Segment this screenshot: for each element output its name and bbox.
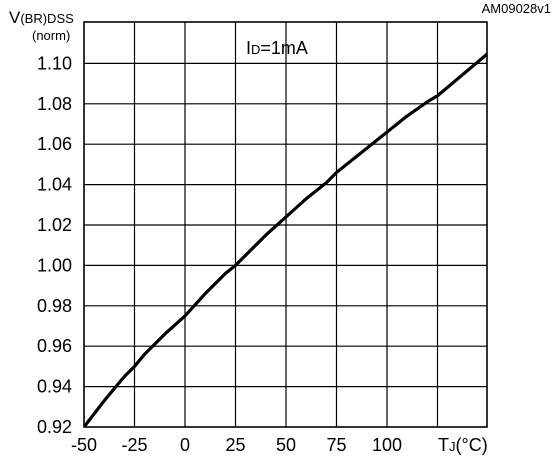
condition-rest: =1mA: [260, 38, 308, 58]
condition-annotation: ID=1mA: [246, 38, 308, 58]
x-tick-label: -25: [121, 435, 147, 455]
x-tick-label: 25: [225, 435, 245, 455]
x-axis-title: TJ(°C): [438, 435, 488, 455]
y-tick-label: 0.98: [37, 296, 72, 316]
series-line: [84, 52, 487, 427]
y-tick-label: 1.10: [37, 53, 72, 73]
y-tick-labels: 0.92 0.94 0.96 0.98 1.00 1.02 1.04 1.06 1.08 1.10: [37, 53, 72, 437]
x-tick-label: 100: [372, 435, 402, 455]
y-axis-title-norm: (norm): [32, 28, 70, 43]
series-layer: [84, 52, 487, 427]
x-tick-label: 50: [276, 435, 296, 455]
plot-border: [83, 21, 488, 428]
x-axis-title-main: T: [438, 435, 449, 455]
condition-sub: D: [251, 42, 260, 57]
y-tick-label: 1.04: [37, 175, 72, 195]
y-tick-label: 1.02: [37, 215, 72, 235]
y-tick-label: 0.96: [37, 336, 72, 356]
y-axis-title-main: V: [9, 8, 21, 27]
x-tick-label: -50: [71, 435, 97, 455]
y-tick-label: 1.08: [37, 94, 72, 114]
condition-main: I: [246, 38, 251, 58]
reference-code: AM09028v1: [482, 1, 551, 16]
x-tick-label: 75: [326, 435, 346, 455]
x-axis-title-unit: (°C): [456, 435, 488, 455]
y-tick-label: 0.92: [37, 417, 72, 437]
y-axis-title: V(BR)DSS: [9, 8, 74, 27]
y-axis-title-sub: (BR)DSS: [20, 11, 74, 26]
grid: [84, 22, 487, 427]
plot-frame: [83, 21, 488, 428]
y-tick-label: 0.94: [37, 377, 72, 397]
x-axis-title-sub: J: [449, 439, 456, 454]
x-tick-labels: -50 -25 0 25 50 75 100: [71, 435, 402, 455]
y-tick-label: 1.00: [37, 255, 72, 275]
x-tick-label: 0: [180, 435, 190, 455]
y-tick-label: 1.06: [37, 134, 72, 154]
